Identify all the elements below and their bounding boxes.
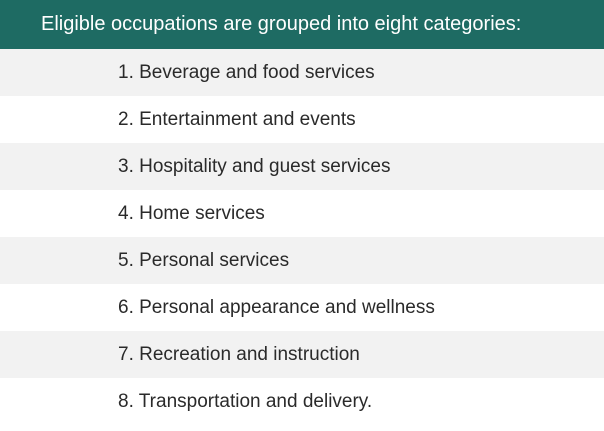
category-item-beverage-food: 1. Beverage and food services — [0, 49, 604, 96]
category-item-home-services: 4. Home services — [0, 190, 604, 237]
category-item-recreation-instruction: 7. Recreation and instruction — [0, 331, 604, 378]
category-item-personal-appearance: 6. Personal appearance and wellness — [0, 284, 604, 331]
panel-header: Eligible occupations are grouped into ei… — [0, 0, 604, 49]
category-item-personal-services: 5. Personal services — [0, 237, 604, 284]
category-item-hospitality-guest: 3. Hospitality and guest services — [0, 143, 604, 190]
category-item-transportation-delivery: 8. Transportation and delivery. — [0, 378, 604, 425]
category-item-entertainment-events: 2. Entertainment and events — [0, 96, 604, 143]
category-list: 1. Beverage and food services 2. Enterta… — [0, 49, 604, 425]
